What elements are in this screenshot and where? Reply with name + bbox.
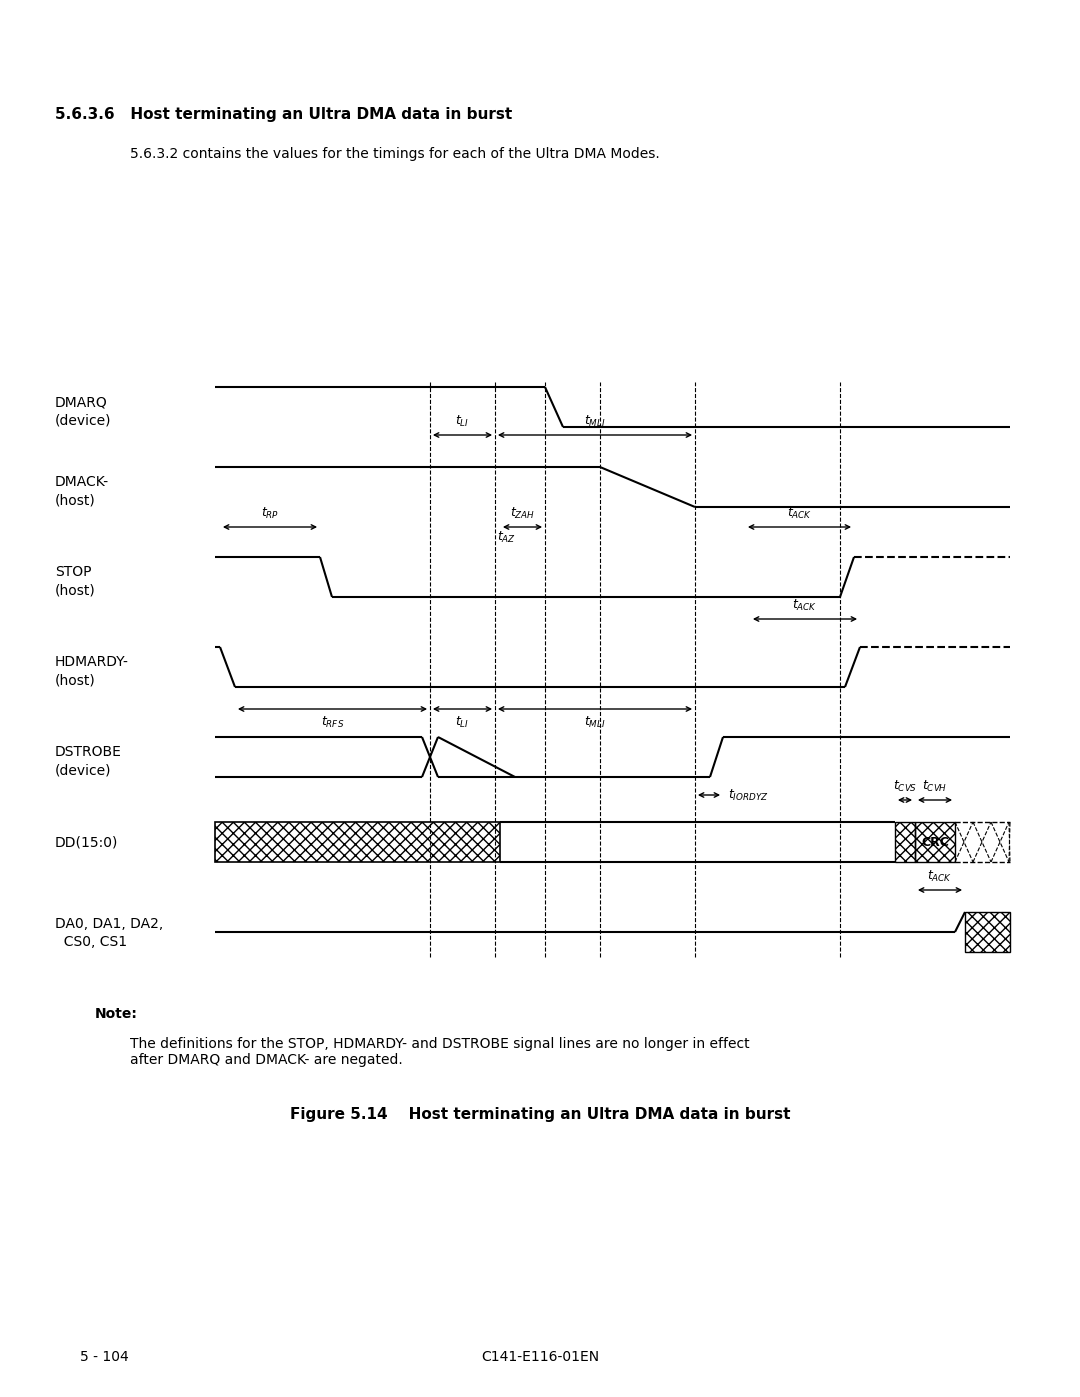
Text: 5 - 104: 5 - 104	[80, 1350, 129, 1363]
Text: 5.6.3.6   Host terminating an Ultra DMA data in burst: 5.6.3.6 Host terminating an Ultra DMA da…	[55, 108, 512, 122]
Text: (device): (device)	[55, 763, 111, 777]
Text: CRC: CRC	[921, 835, 949, 848]
Text: Note:: Note:	[95, 1007, 138, 1021]
Text: $t_{MLI}$: $t_{MLI}$	[584, 715, 606, 731]
Text: $t_{LI}$: $t_{LI}$	[456, 414, 470, 429]
Text: DMACK-: DMACK-	[55, 475, 109, 489]
Text: STOP: STOP	[55, 564, 92, 578]
Text: DA0, DA1, DA2,: DA0, DA1, DA2,	[55, 916, 163, 930]
Text: $t_{RP}$: $t_{RP}$	[261, 506, 279, 521]
Bar	[895, 821, 915, 862]
Text: DMARQ: DMARQ	[55, 395, 108, 409]
Text: C141-E116-01EN: C141-E116-01EN	[481, 1350, 599, 1363]
Text: $t_{MLI}$: $t_{MLI}$	[584, 414, 606, 429]
Text: $t_{ACK}$: $t_{ACK}$	[928, 869, 953, 884]
Text: Figure 5.14    Host terminating an Ultra DMA data in burst: Figure 5.14 Host terminating an Ultra DM…	[289, 1106, 791, 1122]
Text: $t_{AZ}$: $t_{AZ}$	[497, 529, 516, 545]
Text: $t_{CVS}$: $t_{CVS}$	[893, 780, 917, 793]
Text: HDMARDY-: HDMARDY-	[55, 655, 129, 669]
Text: (device): (device)	[55, 414, 111, 427]
Text: The definitions for the STOP, HDMARDY- and DSTROBE signal lines are no longer in: The definitions for the STOP, HDMARDY- a…	[130, 1037, 750, 1067]
Bar	[966, 912, 1010, 951]
Bar	[915, 821, 955, 862]
Text: $t_{ACK}$: $t_{ACK}$	[787, 506, 812, 521]
Text: $t_{ZAH}$: $t_{ZAH}$	[510, 506, 535, 521]
Text: (host): (host)	[55, 493, 96, 507]
Text: DD(15:0): DD(15:0)	[55, 835, 119, 849]
Text: (host): (host)	[55, 673, 96, 687]
Text: DSTROBE: DSTROBE	[55, 745, 122, 759]
Text: $t_{CVH}$: $t_{CVH}$	[922, 780, 947, 793]
Text: $t_{ACK}$: $t_{ACK}$	[793, 598, 818, 613]
Text: (host): (host)	[55, 583, 96, 597]
Text: $t_{RFS}$: $t_{RFS}$	[321, 715, 345, 731]
Text: CS0, CS1: CS0, CS1	[55, 935, 127, 949]
Text: $t_{LI}$: $t_{LI}$	[456, 715, 470, 731]
Text: 5.6.3.2 contains the values for the timings for each of the Ultra DMA Modes.: 5.6.3.2 contains the values for the timi…	[130, 147, 660, 161]
Bar	[215, 821, 500, 862]
Text: $t_{IORDYZ}$: $t_{IORDYZ}$	[728, 788, 769, 802]
